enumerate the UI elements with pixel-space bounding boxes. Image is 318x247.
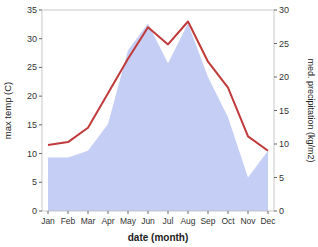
y2-axis-label: med. precipitation (kg/m2) xyxy=(306,58,316,162)
y2-tick xyxy=(274,177,277,178)
y2-tick-label: 25 xyxy=(279,39,289,49)
y-tick-label: 30 xyxy=(27,34,37,44)
y2-tick-label: 15 xyxy=(279,106,289,116)
y2-tick-label: 0 xyxy=(279,206,284,216)
chart: 0 5 10 15 20 25 30 35 0 5 10 15 20 25 30 Jan Feb Mar Apr Ma… xyxy=(0,0,318,247)
x-tick-label: Dec xyxy=(260,216,276,226)
y-tick xyxy=(39,153,42,154)
y2-tick xyxy=(274,110,277,111)
x-tick-label: Nov xyxy=(240,216,256,226)
y-tick xyxy=(39,96,42,97)
y-axis-label: max temp (C) xyxy=(2,82,13,140)
y-tick-label: 35 xyxy=(27,5,37,15)
x-tick xyxy=(208,211,209,214)
x-tick-label: Sep xyxy=(200,216,215,226)
x-tick-label: Mar xyxy=(81,216,96,226)
x-tick xyxy=(128,211,129,214)
x-tick-label: Oct xyxy=(221,216,235,226)
y2-tick xyxy=(274,10,277,11)
x-tick-label: Jan xyxy=(41,216,55,226)
y2-tick-label: 5 xyxy=(279,173,284,183)
y-tick-label: 25 xyxy=(27,62,37,72)
y2-tick-label: 10 xyxy=(279,139,289,149)
y2-tick-label: 20 xyxy=(279,72,289,82)
y-tick xyxy=(39,38,42,39)
plot-frame xyxy=(42,10,274,211)
y2-tick xyxy=(274,77,277,78)
x-axis-label: date (month) xyxy=(128,232,189,243)
x-tick xyxy=(168,211,169,214)
x-tick xyxy=(48,211,49,214)
y2-tick xyxy=(274,144,277,145)
y-tick-label: 20 xyxy=(27,91,37,101)
x-tick-label: Jul xyxy=(163,216,174,226)
x-tick xyxy=(188,211,189,214)
y2-tick-label: 30 xyxy=(279,5,289,15)
x-tick-label: Jun xyxy=(141,216,155,226)
x-tick xyxy=(68,211,69,214)
x-tick-label: Feb xyxy=(61,216,76,226)
x-tick xyxy=(108,211,109,214)
x-tick xyxy=(88,211,89,214)
y-tick xyxy=(39,182,42,183)
y-tick-label: 5 xyxy=(32,177,37,187)
y-tick xyxy=(39,124,42,125)
y-tick xyxy=(39,10,42,11)
y2-tick xyxy=(274,211,277,212)
y-tick-label: 15 xyxy=(27,120,37,130)
y2-tick xyxy=(274,43,277,44)
precipitation-area xyxy=(48,23,268,211)
plot-area xyxy=(48,21,268,211)
x-tick xyxy=(268,211,269,214)
x-tick xyxy=(148,211,149,214)
y-tick-label: 10 xyxy=(27,149,37,159)
x-tick-label: Aug xyxy=(180,216,195,226)
x-tick xyxy=(248,211,249,214)
y-tick xyxy=(39,67,42,68)
x-tick-label: Apr xyxy=(101,216,114,226)
y-tick-label: 0 xyxy=(32,206,37,216)
y-tick xyxy=(39,211,42,212)
x-tick-label: May xyxy=(120,216,137,226)
x-tick xyxy=(228,211,229,214)
temperature-line xyxy=(48,21,268,150)
